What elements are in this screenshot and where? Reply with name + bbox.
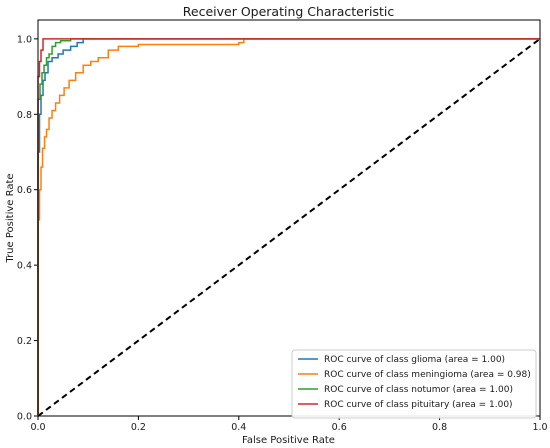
y-tick-label: 0.6 (17, 185, 32, 196)
x-tick-label: 0.4 (231, 422, 246, 433)
x-axis-label: False Positive Rate (242, 435, 335, 446)
chart-title: Receiver Operating Characteristic (183, 4, 395, 19)
legend-box (291, 349, 537, 419)
legend-entry-label: ROC curve of class meningioma (area = 0.… (324, 370, 531, 380)
y-tick-label: 1.0 (17, 34, 32, 45)
plot-frame (37, 19, 541, 417)
lines-layer (37, 38, 541, 417)
y-tick-label: 0.4 (17, 261, 32, 272)
legend-entry-label: ROC curve of class notumor (area = 1.00) (324, 385, 513, 395)
roc-curve-series-3 (37, 38, 540, 416)
x-tick-label: 0.0 (30, 422, 45, 433)
x-tick-label: 0.6 (332, 422, 347, 433)
roc-curve-series-1 (37, 38, 540, 416)
ticks-layer: 0.0 0.2 0.4 0.6 0.8 1.0 0.0 0.2 0.4 0.6 0.8 1.0 (17, 34, 548, 433)
y-tick-label: 0.8 (17, 110, 32, 121)
x-tick-label: 0.8 (432, 422, 447, 433)
legend-entry-label: ROC curve of class pituitary (area = 1.0… (324, 400, 513, 410)
y-axis-label: True Positive Rate (5, 173, 16, 263)
y-tick-label: 0.2 (17, 336, 32, 347)
legend: ROC curve of class glioma (area = 1.00) R… (291, 349, 537, 419)
chance-diagonal-line (37, 38, 541, 417)
x-tick-label: 1.0 (532, 422, 547, 433)
roc-curve-series-0 (37, 38, 540, 416)
x-tick-label: 0.2 (131, 422, 146, 433)
roc-curve-series-2 (37, 38, 540, 416)
y-tick-label: 0.0 (17, 412, 32, 423)
legend-entry-label: ROC curve of class glioma (area = 1.00) (324, 355, 505, 365)
